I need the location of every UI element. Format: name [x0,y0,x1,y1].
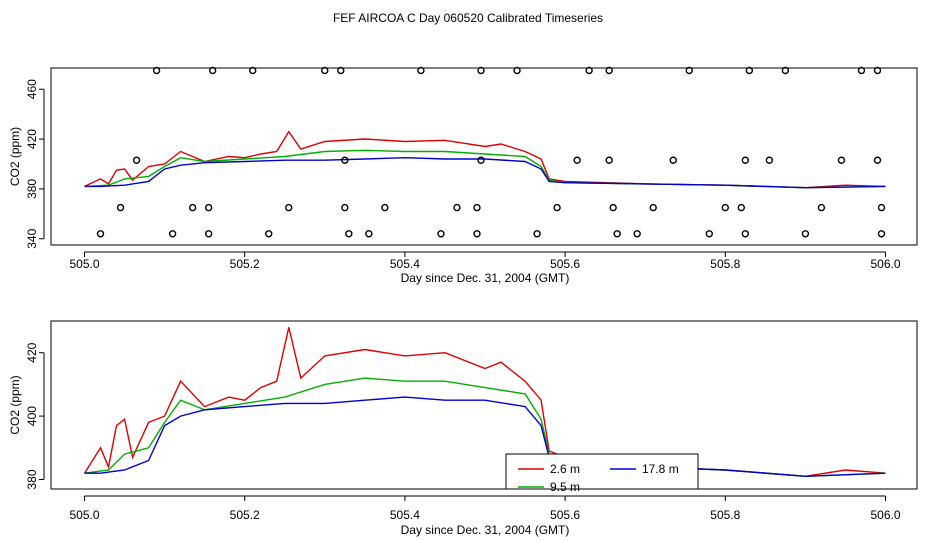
scatter-point [877,203,886,212]
x-tick-label: 505.6 [550,508,580,522]
scatter-point [737,203,746,212]
scatter-point [168,230,177,238]
scatter-point [381,203,389,212]
scatter-point [437,230,445,238]
scatter-point [857,66,866,75]
x-tick-label: 505.8 [710,508,740,522]
scatter-point [473,203,481,212]
scatter-point [553,203,561,212]
series-line-red [83,327,886,478]
scatter-point [417,66,425,75]
scatter-point [204,230,213,238]
scatter-point [533,230,541,238]
scatter-point [265,230,273,238]
x-tick-label: 505.6 [550,257,580,271]
scatter-point [837,156,846,164]
x-tick-label: 505.4 [390,257,420,271]
scatter-point [341,156,349,164]
scatter-point [781,66,790,75]
x-axis-label: Day since Dec. 31, 2004 (GMT) [401,271,570,285]
legend-label: 9.5 m [550,480,580,494]
scatter-point [132,156,141,164]
series-line-blue [84,396,886,478]
plot-frame [50,67,918,246]
scatter-point [705,230,713,238]
y-tick-label: 460 [25,79,39,99]
scatter-point [341,203,349,212]
scatter-point [345,230,353,238]
plot-frame [50,320,918,490]
x-tick-label: 505.8 [710,257,740,271]
y-tick-label: 380 [25,469,39,489]
scatter-point [208,66,217,75]
scatter-point [765,156,774,164]
scatter-point [721,203,729,212]
scatter-point [609,203,617,212]
y-tick-label: 380 [25,179,39,199]
y-tick-label: 400 [25,406,39,426]
series-line-red [84,130,886,189]
scatter-point [96,230,105,238]
scatter-point [585,66,593,75]
scatter-point [473,230,481,238]
series-line-green [84,149,886,189]
scatter-point [685,66,693,75]
x-tick-label: 505.2 [230,508,260,522]
x-tick-label: 505.2 [230,257,260,271]
y-tick-label: 340 [25,228,39,248]
scatter-point [741,230,750,238]
scatter-point [513,66,521,75]
scatter-point [873,66,882,75]
scatter-point [741,156,750,164]
series-line-blue [84,156,886,189]
scatter-point [116,203,125,212]
scatter-point [188,203,197,212]
x-axis-label: Day since Dec. 31, 2004 (GMT) [401,523,570,537]
scatter-point [801,230,810,238]
scatter-point [249,66,257,75]
scatter-point [745,66,754,75]
scatter-point [613,230,621,238]
x-tick-label: 505.0 [69,257,99,271]
y-tick-label: 420 [25,129,39,149]
legend-label: 2.6 m [550,462,580,476]
y-tick-label: 420 [25,342,39,362]
y-axis-label: CO2 (ppm) [8,127,22,186]
scatter-point [477,66,485,75]
x-tick-label: 505.0 [69,508,99,522]
scatter-point [605,156,613,164]
scatter-point [477,156,485,164]
scatter-point [285,203,293,212]
legend-label: 17.8 m [642,462,679,476]
scatter-point [152,66,161,75]
x-tick-label: 505.4 [390,508,420,522]
scatter-point [605,66,613,75]
scatter-point [649,203,657,212]
scatter-point [573,156,581,164]
scatter-point [669,156,677,164]
scatter-point [877,230,886,238]
legend: 2.6 m 17.8 m 9.5 m [505,453,699,494]
scatter-point [817,203,826,212]
x-tick-label: 506.0 [870,508,900,522]
scatter-point [204,203,213,212]
chart-title: FEF AIRCOA C Day 060520 Calibrated Times… [333,11,603,25]
scatter-point [337,66,345,75]
scatter-point [321,66,329,75]
scatter-point [453,203,461,212]
bottom-panel: 505.0 505.2 505.4 505.6 505.8 506.0 Day since … [8,320,918,537]
scatter-point [365,230,373,238]
y-axis-label: CO2 (ppm) [8,375,22,434]
series-line-green [84,377,886,478]
legend-box [505,453,699,490]
top-panel: 505.0 505.2 505.4 505.6 505.8 506.0 Day since … [8,66,918,285]
x-tick-label: 506.0 [870,257,900,271]
scatter-point [873,156,882,164]
scatter-point [633,230,641,238]
